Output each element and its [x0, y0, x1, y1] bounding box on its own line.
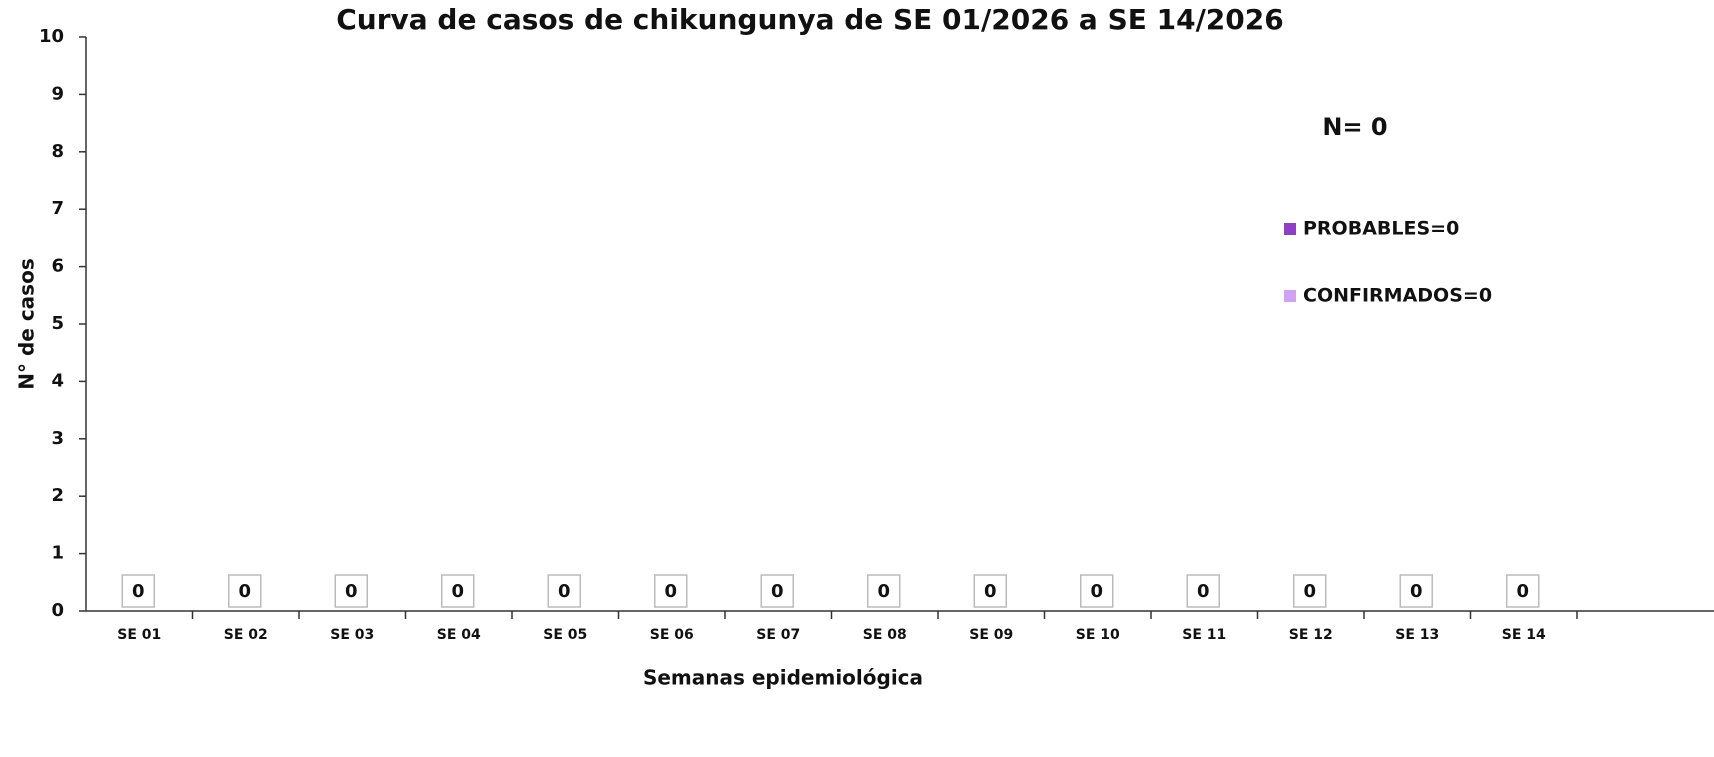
x-tick-label: SE 14 [1502, 627, 1546, 643]
y-tick-label: 5 [51, 313, 64, 334]
x-axis-title: Semanas epidemiológica [643, 666, 923, 690]
x-tick-label: SE 01 [117, 627, 161, 643]
y-tick-label: 10 [39, 26, 64, 47]
data-label: 0 [1516, 581, 1529, 602]
data-label-box [228, 574, 262, 608]
chart-title: Curva de casos de chikungunya de SE 01/2… [336, 3, 1283, 36]
y-tick-label: 1 [51, 543, 64, 564]
y-tick-label: 8 [51, 141, 64, 162]
data-label-box [760, 574, 794, 608]
data-label-box [654, 574, 688, 608]
y-axis-title: N° de casos [15, 258, 39, 389]
legend-label: CONFIRMADOS=0 [1303, 285, 1492, 307]
data-label: 0 [238, 581, 251, 602]
y-tick-label: 0 [51, 600, 64, 621]
data-label: 0 [1090, 581, 1103, 602]
y-tick-label: 6 [51, 256, 64, 277]
x-tick-label: SE 07 [756, 627, 800, 643]
data-label-box [121, 574, 155, 608]
data-label-box [973, 574, 1007, 608]
data-label-box [547, 574, 581, 608]
data-label-box [1293, 574, 1327, 608]
x-tick-label: SE 05 [543, 627, 587, 643]
x-tick-label: SE 09 [969, 627, 1013, 643]
y-tick-label: 3 [51, 428, 64, 449]
data-label-box [1186, 574, 1220, 608]
data-label-box [867, 574, 901, 608]
y-tick-label: 7 [51, 198, 64, 219]
data-label: 0 [984, 581, 997, 602]
data-label-box [441, 574, 475, 608]
data-label: 0 [877, 581, 890, 602]
x-tick-label: SE 03 [330, 627, 374, 643]
x-tick-label: SE 12 [1289, 627, 1333, 643]
x-tick-label: SE 08 [863, 627, 907, 643]
x-tick-label: SE 04 [437, 627, 481, 643]
y-tick-label: 4 [51, 370, 64, 391]
legend-label: PROBABLES=0 [1303, 218, 1459, 240]
y-tick-label: 9 [51, 83, 64, 104]
data-label-box [1399, 574, 1433, 608]
legend-swatch [1284, 223, 1296, 235]
data-label: 0 [1197, 581, 1210, 602]
y-tick-label: 2 [51, 485, 64, 506]
data-label: 0 [345, 581, 358, 602]
data-label-box [1506, 574, 1540, 608]
x-tick-label: SE 10 [1076, 627, 1120, 643]
legend-swatch [1284, 290, 1296, 302]
x-tick-label: SE 02 [224, 627, 268, 643]
x-tick-label: SE 11 [1182, 627, 1226, 643]
data-label: 0 [771, 581, 784, 602]
data-label: 0 [132, 581, 145, 602]
data-label-box [1080, 574, 1114, 608]
data-label-box [334, 574, 368, 608]
data-label: 0 [1303, 581, 1316, 602]
x-tick-label: SE 13 [1395, 627, 1439, 643]
annotation: N= 0 [1322, 113, 1387, 141]
data-label: 0 [1410, 581, 1423, 602]
data-label: 0 [451, 581, 464, 602]
x-tick-label: SE 06 [650, 627, 694, 643]
data-label: 0 [558, 581, 571, 602]
data-label: 0 [664, 581, 677, 602]
